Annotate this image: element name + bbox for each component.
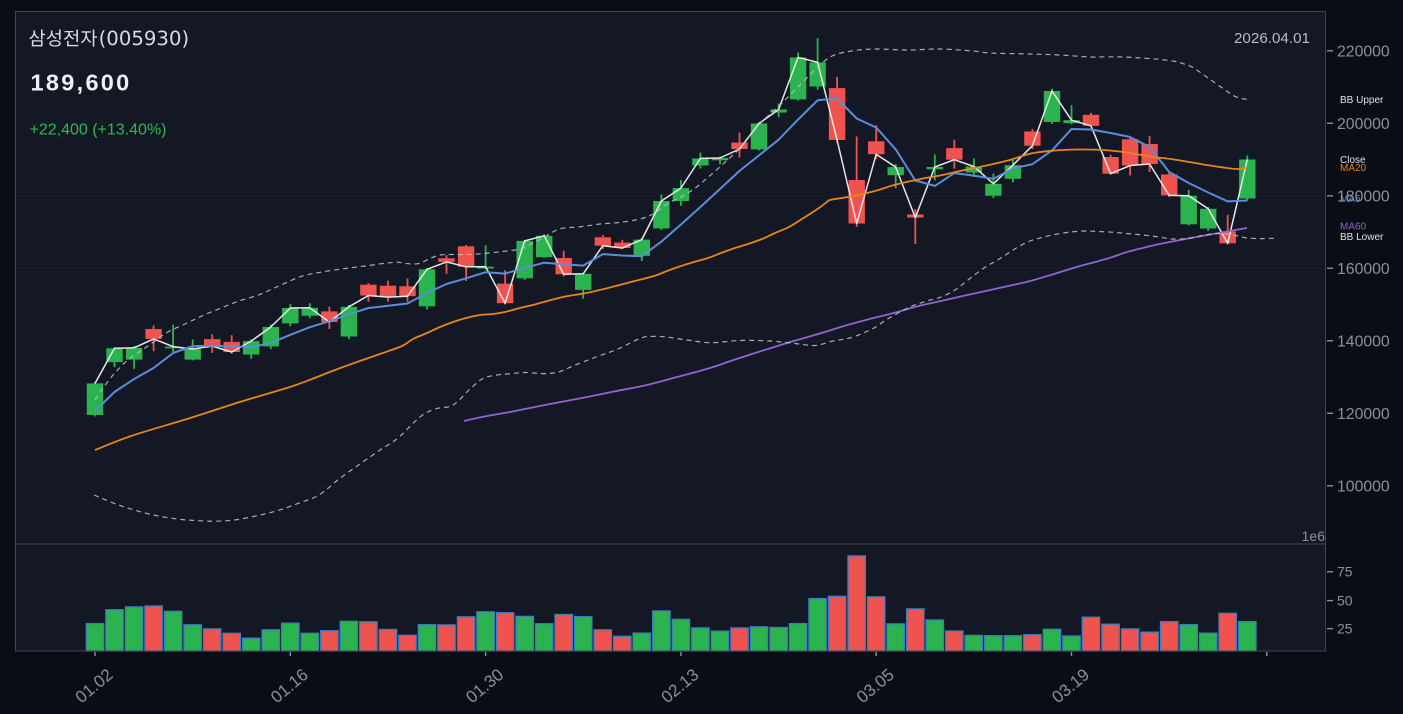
- svg-text:1e6: 1e6: [1302, 528, 1326, 544]
- svg-text:MA20: MA20: [1340, 163, 1367, 174]
- svg-text:120000: 120000: [1337, 406, 1390, 423]
- svg-text:200000: 200000: [1337, 116, 1390, 133]
- svg-text:25: 25: [1337, 621, 1353, 637]
- svg-text:220000: 220000: [1337, 43, 1390, 60]
- svg-text:180000: 180000: [1337, 188, 1390, 205]
- svg-text:+22,400 (+13.40%): +22,400 (+13.40%): [30, 122, 167, 139]
- svg-text:189,600: 189,600: [31, 69, 132, 95]
- svg-text:140000: 140000: [1337, 333, 1390, 350]
- svg-text:100000: 100000: [1337, 478, 1390, 495]
- svg-text:160000: 160000: [1337, 261, 1390, 278]
- svg-text:75: 75: [1337, 564, 1353, 580]
- svg-text:2026.04.01: 2026.04.01: [1234, 30, 1310, 47]
- svg-text:BB Upper: BB Upper: [1340, 95, 1384, 106]
- svg-text:MA60: MA60: [1340, 221, 1367, 232]
- svg-text:MA5: MA5: [1340, 194, 1361, 205]
- svg-text:Close: Close: [1340, 155, 1366, 166]
- svg-text:BB Lower: BB Lower: [1340, 232, 1384, 243]
- svg-text:50: 50: [1337, 593, 1353, 609]
